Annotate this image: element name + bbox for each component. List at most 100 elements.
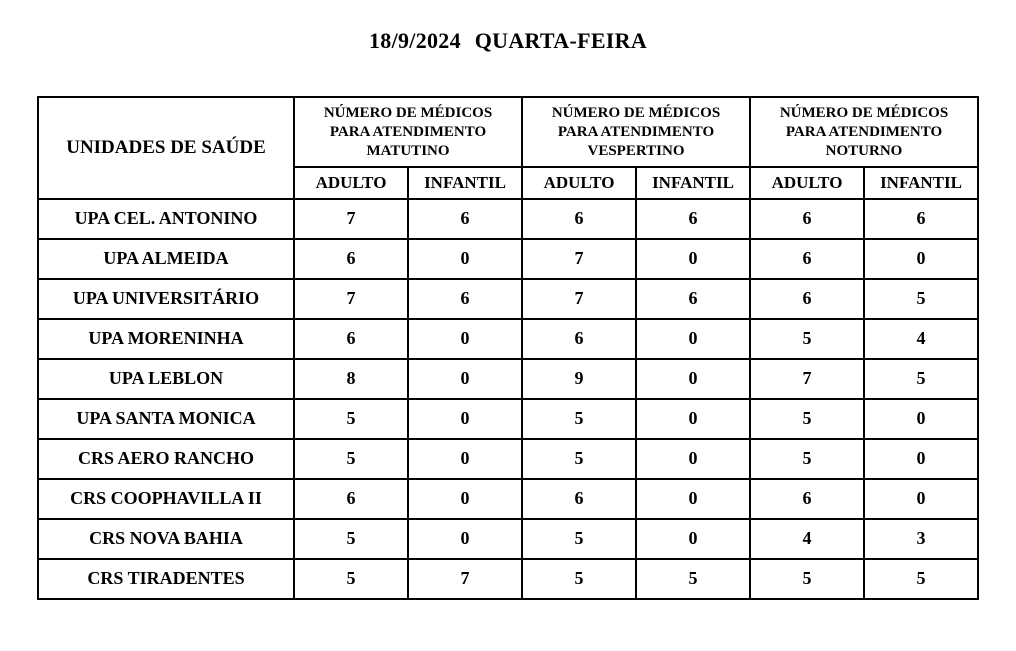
value-cell: 5: [522, 519, 636, 559]
table-row: UPA LEBLON809075: [38, 359, 978, 399]
page-title: 18/9/2024 QUARTA-FEIRA: [0, 28, 1016, 54]
unit-cell: UPA MORENINHA: [38, 319, 294, 359]
value-cell: 5: [294, 399, 408, 439]
value-cell: 6: [522, 319, 636, 359]
value-cell: 6: [522, 479, 636, 519]
unit-cell: UPA UNIVERSITÁRIO: [38, 279, 294, 319]
col-subheader-adult: ADULTO: [750, 167, 864, 198]
value-cell: 5: [522, 559, 636, 599]
value-cell: 6: [750, 239, 864, 279]
value-cell: 6: [408, 199, 522, 239]
value-cell: 4: [750, 519, 864, 559]
value-cell: 5: [750, 559, 864, 599]
col-subheader-child: INFANTIL: [864, 167, 978, 198]
value-cell: 5: [750, 399, 864, 439]
value-cell: 5: [636, 559, 750, 599]
value-cell: 6: [636, 199, 750, 239]
col-header-period-noturno: NÚMERO DE MÉDICOS PARA ATENDIMENTO NOTUR…: [750, 97, 978, 167]
value-cell: 0: [864, 479, 978, 519]
table-row: UPA SANTA MONICA505050: [38, 399, 978, 439]
unit-cell: CRS COOPHAVILLA II: [38, 479, 294, 519]
col-header-period-vespertino: NÚMERO DE MÉDICOS PARA ATENDIMENTO VESPE…: [522, 97, 750, 167]
value-cell: 0: [636, 519, 750, 559]
value-cell: 5: [750, 319, 864, 359]
value-cell: 0: [636, 439, 750, 479]
value-cell: 0: [636, 479, 750, 519]
unit-cell: UPA SANTA MONICA: [38, 399, 294, 439]
table-body: UPA CEL. ANTONINO766666UPA ALMEIDA607060…: [38, 199, 978, 599]
value-cell: 0: [636, 319, 750, 359]
value-cell: 0: [408, 519, 522, 559]
col-header-period-matutino: NÚMERO DE MÉDICOS PARA ATENDIMENTO MATUT…: [294, 97, 522, 167]
title-day: QUARTA-FEIRA: [475, 28, 647, 53]
period-line: PARA ATENDIMENTO: [330, 124, 486, 140]
value-cell: 3: [864, 519, 978, 559]
schedule-table: UNIDADES DE SAÚDE NÚMERO DE MÉDICOS PARA…: [37, 96, 979, 600]
period-line: PARA ATENDIMENTO: [786, 124, 942, 140]
value-cell: 7: [294, 199, 408, 239]
value-cell: 0: [408, 319, 522, 359]
value-cell: 7: [750, 359, 864, 399]
value-cell: 0: [408, 239, 522, 279]
value-cell: 6: [294, 319, 408, 359]
table-row: UPA CEL. ANTONINO766666: [38, 199, 978, 239]
period-line: NOTURNO: [826, 143, 903, 159]
table-row: UPA ALMEIDA607060: [38, 239, 978, 279]
unit-cell: UPA ALMEIDA: [38, 239, 294, 279]
value-cell: 6: [636, 279, 750, 319]
period-line: PARA ATENDIMENTO: [558, 124, 714, 140]
col-subheader-child: INFANTIL: [408, 167, 522, 198]
value-cell: 0: [636, 239, 750, 279]
value-cell: 6: [522, 199, 636, 239]
period-line: MATUTINO: [366, 143, 449, 159]
value-cell: 6: [408, 279, 522, 319]
table-row: CRS AERO RANCHO505050: [38, 439, 978, 479]
page: 18/9/2024 QUARTA-FEIRA UNIDADES DE SAÚDE…: [0, 0, 1016, 600]
value-cell: 5: [294, 439, 408, 479]
col-subheader-adult: ADULTO: [294, 167, 408, 198]
unit-cell: UPA LEBLON: [38, 359, 294, 399]
value-cell: 5: [750, 439, 864, 479]
value-cell: 0: [408, 359, 522, 399]
period-line: NÚMERO DE MÉDICOS: [552, 105, 720, 121]
title-date: 18/9/2024: [369, 28, 461, 53]
value-cell: 0: [636, 359, 750, 399]
value-cell: 6: [294, 479, 408, 519]
value-cell: 5: [864, 279, 978, 319]
value-cell: 5: [522, 399, 636, 439]
table-row: UPA MORENINHA606054: [38, 319, 978, 359]
period-line: NÚMERO DE MÉDICOS: [780, 105, 948, 121]
period-line: NÚMERO DE MÉDICOS: [324, 105, 492, 121]
value-cell: 7: [408, 559, 522, 599]
value-cell: 5: [864, 559, 978, 599]
period-line: VESPERTINO: [588, 143, 685, 159]
unit-cell: UPA CEL. ANTONINO: [38, 199, 294, 239]
col-subheader-child: INFANTIL: [636, 167, 750, 198]
unit-cell: CRS AERO RANCHO: [38, 439, 294, 479]
value-cell: 0: [408, 399, 522, 439]
unit-cell: CRS TIRADENTES: [38, 559, 294, 599]
value-cell: 7: [522, 279, 636, 319]
value-cell: 5: [294, 559, 408, 599]
value-cell: 0: [636, 399, 750, 439]
value-cell: 9: [522, 359, 636, 399]
value-cell: 6: [864, 199, 978, 239]
value-cell: 6: [294, 239, 408, 279]
value-cell: 8: [294, 359, 408, 399]
value-cell: 4: [864, 319, 978, 359]
value-cell: 0: [864, 239, 978, 279]
table-row: CRS TIRADENTES575555: [38, 559, 978, 599]
value-cell: 0: [864, 399, 978, 439]
table-header: UNIDADES DE SAÚDE NÚMERO DE MÉDICOS PARA…: [38, 97, 978, 199]
table-row: UPA UNIVERSITÁRIO767665: [38, 279, 978, 319]
unit-cell: CRS NOVA BAHIA: [38, 519, 294, 559]
value-cell: 6: [750, 279, 864, 319]
value-cell: 0: [408, 479, 522, 519]
col-subheader-adult: ADULTO: [522, 167, 636, 198]
value-cell: 7: [294, 279, 408, 319]
value-cell: 5: [864, 359, 978, 399]
value-cell: 7: [522, 239, 636, 279]
value-cell: 6: [750, 199, 864, 239]
value-cell: 5: [522, 439, 636, 479]
value-cell: 0: [864, 439, 978, 479]
